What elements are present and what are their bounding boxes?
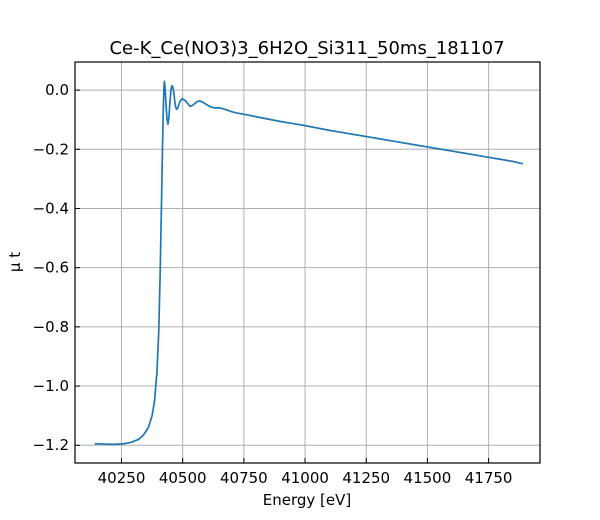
- y-tick-label: −0.4: [33, 199, 69, 217]
- x-tick-label: 41500: [404, 469, 452, 487]
- y-tick-label: −1.2: [33, 436, 69, 454]
- y-tick-label: −0.8: [33, 318, 69, 336]
- y-tick-label: 0.0: [45, 81, 69, 99]
- ticks: 40250 40500 40750 41000 41250 41500 41750 0.0 −0…: [33, 81, 513, 487]
- x-axis-label: Energy [eV]: [263, 491, 351, 509]
- x-tick-label: 40500: [159, 469, 207, 487]
- x-tick-label: 40750: [220, 469, 268, 487]
- series-layer: [94, 80, 524, 446]
- x-tick-label: 40250: [98, 469, 146, 487]
- x-tick-label: 41000: [281, 469, 329, 487]
- plot-frame: [74, 61, 541, 464]
- chart-title: Ce-K_Ce(NO3)3_6H2O_Si311_50ms_181107: [109, 38, 504, 59]
- series-line: [94, 80, 524, 446]
- y-tick-label: −0.2: [33, 140, 69, 158]
- x-tick-label: 41250: [342, 469, 390, 487]
- y-tick-label: −1.0: [33, 377, 69, 395]
- x-tick-label: 41750: [465, 469, 513, 487]
- y-axis-label: μ t: [6, 252, 24, 272]
- y-tick-label: −0.6: [33, 259, 69, 277]
- grid-lines: [75, 62, 540, 463]
